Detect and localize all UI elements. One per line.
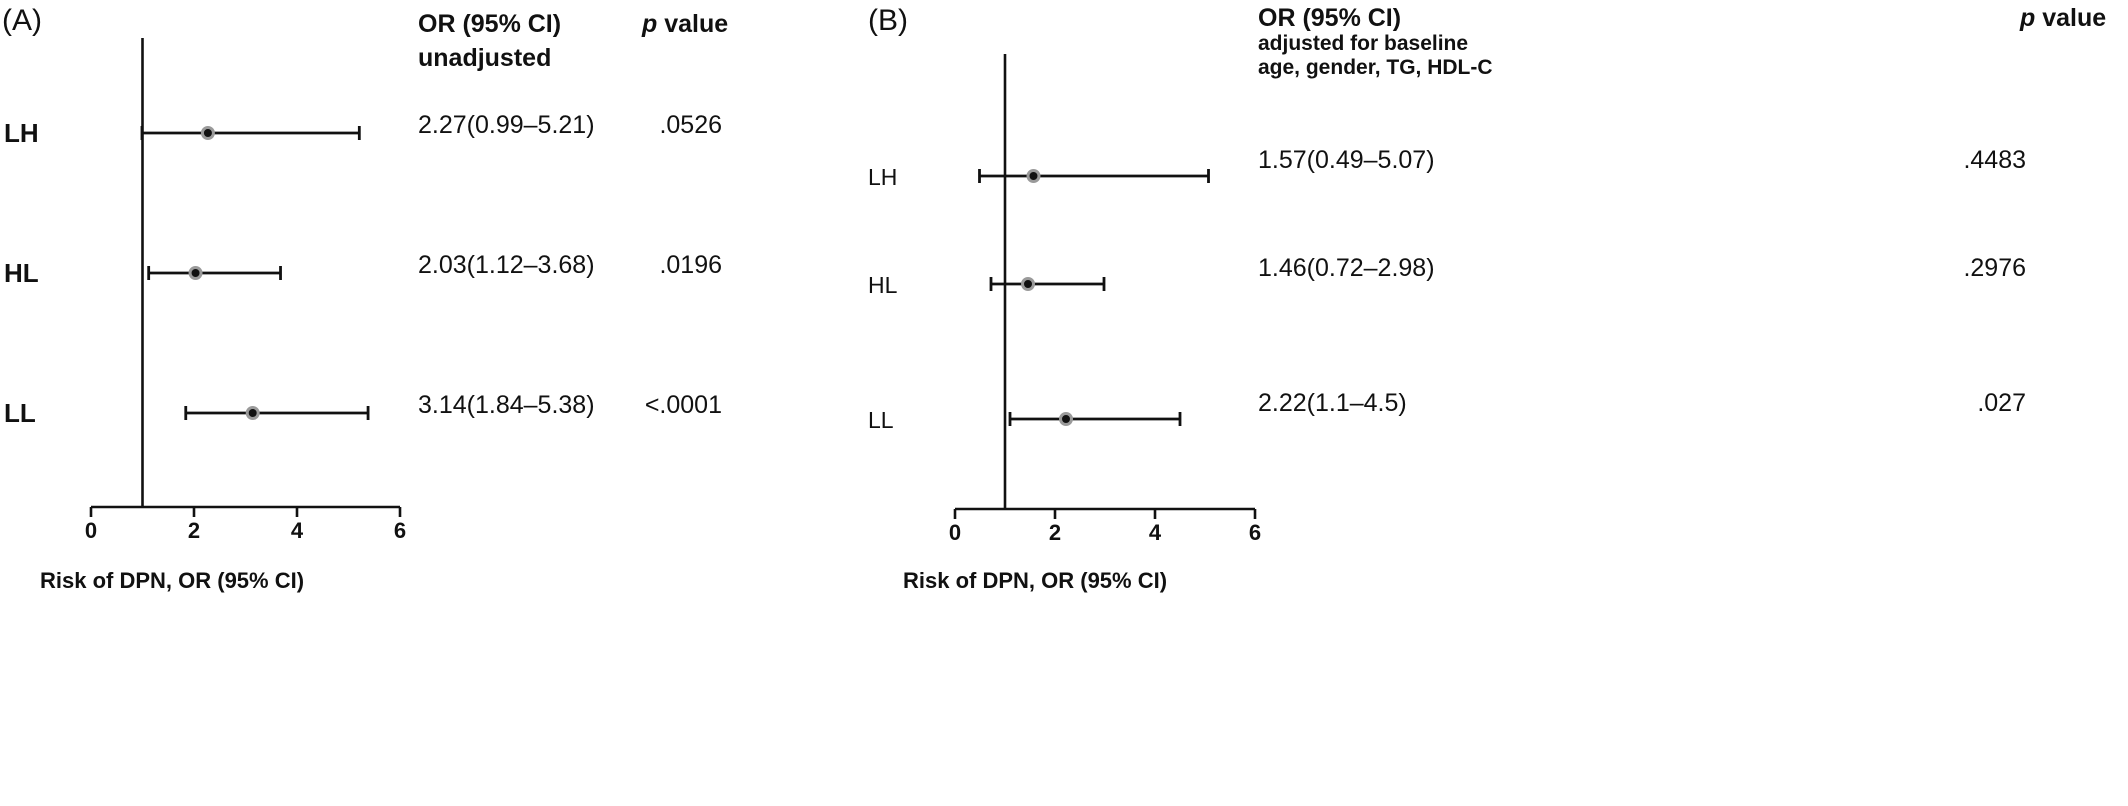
panel-a-x-tick-label: 0 xyxy=(85,518,97,543)
panel-a-marks: 0 2 4 6 LH 2.27(0.99–5.21) .0526 HL 2.03(1.12–3.… xyxy=(4,38,722,543)
panel-b-or-subheader-line1: adjusted for baseline xyxy=(1258,32,1468,55)
panel-b-or-value: 2.22(1.1–4.5) xyxy=(1258,389,1407,417)
panel-b-row-label: HL xyxy=(868,272,898,298)
panel-b-row-label: LL xyxy=(868,407,894,433)
panel-b: (B) OR (95% CI) adjusted for baseline ag… xyxy=(868,4,2106,593)
panel-b-or-header: OR (95% CI) xyxy=(1258,4,1401,32)
panel-a: (A) OR (95% CI) unadjusted p value Risk … xyxy=(2,4,728,593)
panel-b-or-point xyxy=(1059,412,1073,426)
panel-b-p-header: p value xyxy=(2019,4,2106,32)
panel-b-row-label: LH xyxy=(868,164,897,190)
panel-a-or-point xyxy=(245,406,260,420)
panel-b-x-tick-label: 4 xyxy=(1149,520,1162,545)
panel-b-marks: 0 2 4 6 LH 1.57(0.49–5.07) .4483 HL 1.46(0.72–2.… xyxy=(868,54,2026,545)
panel-b-or-subheader-line2: age, gender, TG, HDL-C xyxy=(1258,56,1493,79)
panel-b-or-point xyxy=(1021,277,1035,291)
panel-b-label: (B) xyxy=(868,4,908,37)
panel-b-x-tick-label: 2 xyxy=(1049,520,1061,545)
panel-a-or-point xyxy=(200,126,215,140)
panel-b-p-value: .4483 xyxy=(1963,146,2026,174)
panel-b-or-point xyxy=(1026,169,1041,183)
panel-a-or-header: OR (95% CI) xyxy=(418,10,561,38)
panel-a-x-tick-label: 2 xyxy=(188,518,200,543)
panel-b-x-tick-label: 6 xyxy=(1249,520,1261,545)
panel-b-p-value: .027 xyxy=(1977,389,2026,417)
panel-a-label: (A) xyxy=(2,4,42,37)
panel-a-p-value: .0196 xyxy=(659,251,722,279)
panel-a-row-label: HL xyxy=(4,258,39,288)
panel-a-x-axis-title: Risk of DPN, OR (95% CI) xyxy=(40,568,304,593)
panel-a-x-tick-label: 4 xyxy=(291,518,304,543)
panel-a-or-value: 2.27(0.99–5.21) xyxy=(418,111,595,139)
panel-a-p-value: <.0001 xyxy=(645,391,722,419)
panel-b-x-tick-label: 0 xyxy=(949,520,961,545)
panel-a-p-header: p value xyxy=(641,10,728,38)
panel-a-row-label: LH xyxy=(4,118,39,148)
panel-b-p-value: .2976 xyxy=(1963,254,2026,282)
panel-a-or-subheader: unadjusted xyxy=(418,44,551,72)
panel-b-or-value: 1.46(0.72–2.98) xyxy=(1258,254,1435,282)
panel-a-p-value: .0526 xyxy=(659,111,722,139)
panel-a-or-point xyxy=(188,266,203,280)
panel-a-or-value: 2.03(1.12–3.68) xyxy=(418,251,595,279)
panel-a-x-tick-label: 6 xyxy=(394,518,406,543)
panel-a-row-label: LL xyxy=(4,398,36,428)
panel-b-x-axis-title: Risk of DPN, OR (95% CI) xyxy=(903,568,1167,593)
panel-a-or-value: 3.14(1.84–5.38) xyxy=(418,391,595,419)
panel-b-or-value: 1.57(0.49–5.07) xyxy=(1258,146,1435,174)
